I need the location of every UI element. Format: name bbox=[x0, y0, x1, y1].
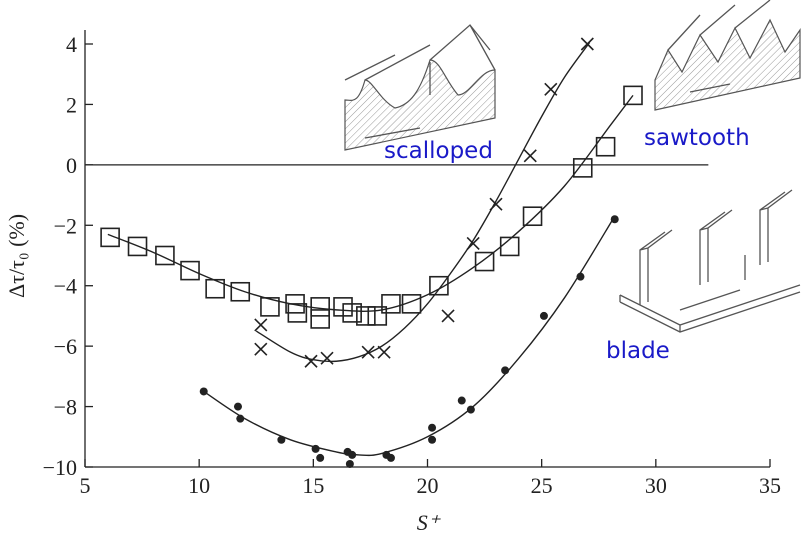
dot-marker bbox=[428, 436, 436, 444]
y-tick-label: −4 bbox=[54, 274, 77, 299]
x-tick-label: 25 bbox=[531, 473, 553, 498]
cross-marker bbox=[255, 343, 267, 355]
y-tick-label: 0 bbox=[66, 153, 77, 178]
x-tick-label: 20 bbox=[417, 473, 439, 498]
cross-marker bbox=[442, 310, 454, 322]
series-label: sawtooth bbox=[644, 125, 750, 151]
scalloped-sketch bbox=[345, 25, 495, 150]
dot-marker bbox=[200, 387, 208, 395]
y-tick-label: −8 bbox=[54, 395, 77, 420]
x-tick-label: 35 bbox=[759, 473, 781, 498]
square-marker bbox=[311, 298, 329, 316]
y-tick-label: −6 bbox=[54, 334, 77, 359]
cross-marker bbox=[305, 355, 317, 367]
square-marker bbox=[311, 310, 329, 328]
chart: S⁺ Δτ/τ₀ (%) −10 −8 −6 −4 −2 0 2 4 5 10 15 20 25 30 35… bbox=[0, 0, 807, 541]
cross-marker bbox=[378, 346, 390, 358]
y-tick-label: −10 bbox=[43, 455, 77, 480]
dot-marker bbox=[540, 312, 548, 320]
cross-marker bbox=[255, 319, 267, 331]
x-axis-label: S⁺ bbox=[417, 510, 442, 535]
series-label: scalloped bbox=[384, 138, 493, 164]
square-marker bbox=[181, 262, 199, 280]
cross-marker bbox=[581, 38, 593, 50]
y-axis-label: Δτ/τ₀ (%) bbox=[4, 214, 29, 298]
dot-marker bbox=[458, 397, 466, 405]
dot-marker bbox=[316, 454, 324, 462]
cross-marker bbox=[362, 346, 374, 358]
dot-marker bbox=[387, 454, 395, 462]
fit-curve bbox=[204, 216, 615, 455]
x-tick-label: 30 bbox=[645, 473, 667, 498]
dot-marker bbox=[611, 215, 619, 223]
cross-marker bbox=[321, 352, 333, 364]
dot-marker bbox=[346, 460, 354, 468]
series-label: blade bbox=[606, 338, 670, 364]
y-tick-label: 2 bbox=[66, 92, 77, 117]
square-marker bbox=[524, 207, 542, 225]
square-marker bbox=[574, 159, 592, 177]
x-tick-label: 5 bbox=[80, 473, 91, 498]
dot-marker bbox=[277, 436, 285, 444]
sawtooth-sketch bbox=[655, 0, 800, 110]
square-marker bbox=[382, 295, 400, 313]
x-tick-label: 15 bbox=[302, 473, 324, 498]
dot-marker bbox=[467, 406, 475, 414]
dot-marker bbox=[576, 273, 584, 281]
dot-marker bbox=[236, 415, 244, 423]
dot-marker bbox=[348, 451, 356, 459]
dot-marker bbox=[501, 366, 509, 374]
dot-marker bbox=[312, 445, 320, 453]
dot-marker bbox=[234, 403, 242, 411]
y-tick-label: −2 bbox=[54, 213, 77, 238]
y-tick-label: 4 bbox=[66, 32, 77, 57]
x-tick-label: 10 bbox=[188, 473, 210, 498]
blade-sketch bbox=[620, 190, 800, 332]
cross-marker bbox=[524, 150, 536, 162]
dot-marker bbox=[428, 424, 436, 432]
cross-marker bbox=[545, 83, 557, 95]
